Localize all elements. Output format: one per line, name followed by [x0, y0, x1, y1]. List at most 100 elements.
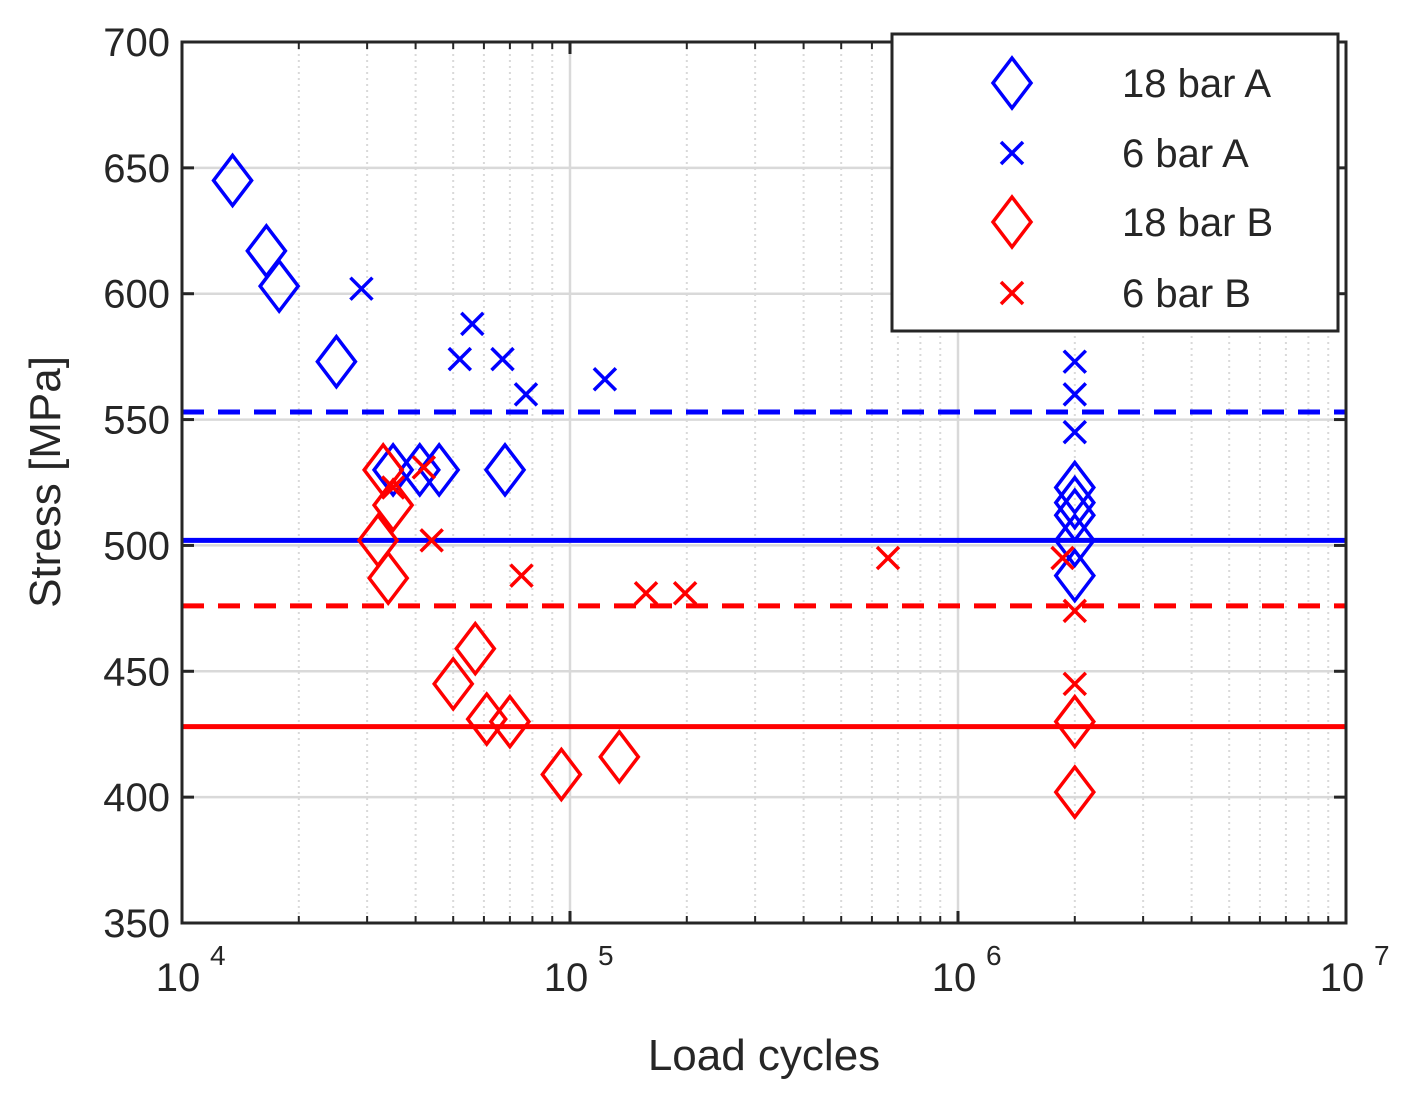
legend-label: 6 bar B — [1122, 272, 1251, 316]
x-tick-label: 10 — [1320, 956, 1365, 1000]
legend-item: 18 bar B — [990, 194, 1273, 250]
diamond-point — [540, 746, 583, 803]
x-marker-stroke — [1062, 598, 1088, 624]
x-marker-stroke — [447, 346, 473, 372]
x-tick-exponent: 5 — [598, 940, 614, 971]
x-axis-label: Load cycles — [648, 1031, 880, 1080]
x-marker-stroke — [999, 280, 1025, 306]
diamond-point — [1053, 487, 1096, 544]
diamond-point — [432, 655, 475, 712]
y-tick-label: 400 — [103, 776, 170, 820]
x-marker-stroke — [1050, 545, 1075, 571]
x-marker-stroke — [349, 276, 374, 301]
y-tick-label: 550 — [103, 399, 170, 443]
y-axis-label: Stress [MPa] — [21, 356, 70, 608]
diamond-point — [454, 620, 497, 677]
x-marker-stroke — [419, 528, 444, 553]
legend: 18 bar A 6 bar A 18 bar B 6 bar B — [890, 32, 1340, 333]
x-point — [447, 346, 473, 372]
legend-item: 18 bar A — [990, 55, 1271, 111]
legend-box — [890, 32, 1340, 333]
diamond-point — [483, 442, 527, 498]
x-point — [411, 455, 437, 480]
x-point — [672, 581, 698, 606]
x-point — [419, 528, 444, 553]
diamond-point — [1053, 512, 1096, 569]
x-point — [513, 382, 539, 407]
x-point — [509, 563, 534, 588]
x-marker-stroke — [1062, 671, 1088, 697]
diamond-point — [598, 728, 641, 785]
x-marker-stroke — [490, 346, 515, 372]
diamond-point — [1053, 693, 1096, 750]
diamond-point — [417, 442, 461, 498]
y-tick-label: 600 — [103, 273, 170, 317]
legend-label: 18 bar A — [1122, 62, 1271, 106]
reference-lines — [182, 409, 1346, 730]
x-point — [349, 276, 374, 301]
axes-box — [180, 40, 1348, 925]
x-point — [1062, 349, 1088, 374]
x-point — [380, 475, 406, 500]
x-tick-exponent: 4 — [210, 940, 226, 971]
diamond-point — [211, 152, 254, 209]
legend-x-icon — [999, 280, 1025, 306]
x-marker-stroke — [875, 545, 901, 571]
legend-label: 6 bar A — [1122, 132, 1249, 176]
x-tick-exponent: 6 — [986, 940, 1002, 971]
diamond-point — [1053, 474, 1096, 531]
x-tick-label: 10 — [544, 956, 589, 1000]
x-point — [490, 346, 515, 372]
x-point — [1050, 545, 1075, 571]
x-marker-stroke — [592, 367, 618, 392]
diamond-point — [1053, 764, 1096, 821]
x-tick-label: 10 — [156, 956, 201, 1000]
diamond-point — [257, 258, 301, 315]
y-tick-label: 650 — [103, 147, 170, 191]
legend-item: 6 bar B — [999, 272, 1251, 316]
y-tick-label: 450 — [103, 650, 170, 694]
data-points — [211, 152, 1096, 821]
x-marker-stroke — [1062, 349, 1088, 374]
diamond-point — [398, 442, 441, 498]
series-6-bar-a — [349, 276, 1088, 445]
diamond-point — [367, 550, 410, 607]
series-6-bar-b — [380, 455, 1088, 697]
x-point — [1062, 419, 1088, 445]
series-18-bar-b — [356, 442, 1096, 821]
x-point — [1062, 671, 1088, 697]
y-tick-label: 350 — [103, 902, 170, 946]
legend-x-icon — [999, 140, 1025, 166]
x-marker-stroke — [411, 455, 437, 480]
x-tick-label: 10 — [932, 956, 977, 1000]
x-point — [1062, 598, 1088, 624]
x-marker-stroke — [380, 475, 406, 500]
x-point — [875, 545, 901, 571]
series-18-bar-a — [211, 152, 1096, 604]
x-point — [633, 581, 659, 606]
legend-diamond-icon — [990, 194, 1034, 250]
x-point — [1062, 382, 1088, 407]
x-marker-stroke — [1062, 419, 1088, 445]
diamond-point — [488, 693, 532, 750]
x-marker-stroke — [460, 311, 485, 337]
x-point — [460, 311, 485, 337]
x-marker-stroke — [1062, 382, 1088, 407]
x-point — [592, 367, 618, 392]
y-tick-label: 700 — [103, 21, 170, 65]
legend-item: 6 bar A — [999, 132, 1249, 176]
diamond-point — [315, 333, 358, 390]
y-tick-label: 500 — [103, 524, 170, 568]
legend-label: 18 bar B — [1122, 201, 1273, 245]
x-marker-stroke — [509, 563, 534, 588]
x-tick-exponent: 7 — [1374, 940, 1390, 971]
x-marker-stroke — [672, 581, 698, 606]
tick-labels: 350 400 450 500 550 600 650 700 10 4 10 5 10 6 10 7 — [103, 21, 1389, 1000]
x-marker-stroke — [633, 581, 659, 606]
legend-diamond-icon — [990, 55, 1034, 111]
diamond-point — [1053, 547, 1096, 604]
x-marker-stroke — [999, 140, 1025, 166]
diamond-point — [371, 477, 415, 534]
axes — [180, 40, 1348, 925]
